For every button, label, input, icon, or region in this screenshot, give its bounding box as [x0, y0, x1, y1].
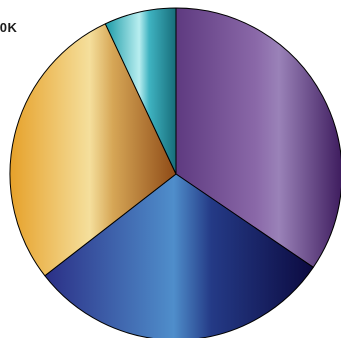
pie-slice-1 — [175, 7, 341, 268]
value-label: 30K — [0, 20, 18, 35]
pie-slice-4 — [104, 7, 177, 175]
pie-slices — [9, 7, 341, 341]
